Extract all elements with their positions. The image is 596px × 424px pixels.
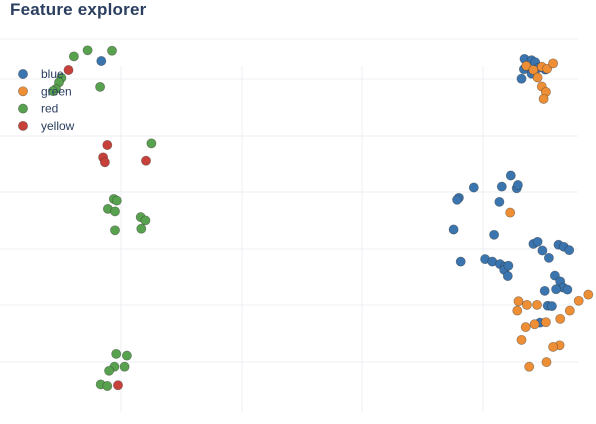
point-blue-39[interactable] xyxy=(562,284,573,295)
point-blue-42[interactable] xyxy=(546,301,557,312)
point-green-4[interactable] xyxy=(542,63,553,74)
point-blue-38[interactable] xyxy=(551,284,562,295)
legend-marker-yellow[interactable] xyxy=(18,120,28,131)
point-blue-12[interactable] xyxy=(496,181,507,192)
legend-label-yellow[interactable]: yellow xyxy=(41,119,75,133)
point-blue-1[interactable] xyxy=(96,56,107,66)
point-blue-10[interactable] xyxy=(505,170,516,181)
point-yellow-4[interactable] xyxy=(141,155,151,166)
point-blue-21[interactable] xyxy=(532,236,543,247)
point-yellow-5[interactable] xyxy=(99,157,110,168)
point-green-12[interactable] xyxy=(521,299,532,310)
point-blue-35[interactable] xyxy=(549,270,560,281)
point-red-2[interactable] xyxy=(107,45,117,56)
point-blue-17[interactable] xyxy=(494,196,505,207)
point-blue-26[interactable] xyxy=(543,252,554,263)
legend-marker-red[interactable] xyxy=(18,103,28,114)
point-red-9[interactable] xyxy=(146,138,157,149)
point-green-9[interactable] xyxy=(538,93,549,104)
point-red-1[interactable] xyxy=(82,45,93,56)
point-blue-40[interactable] xyxy=(539,285,550,296)
point-red-22[interactable] xyxy=(104,365,115,376)
point-green-20[interactable] xyxy=(529,319,540,330)
data-points xyxy=(48,45,594,391)
legend-label-blue[interactable]: blue xyxy=(41,67,64,81)
point-green-18[interactable] xyxy=(555,313,566,324)
point-green-15[interactable] xyxy=(583,289,594,300)
point-green-25[interactable] xyxy=(541,357,552,368)
point-blue-19[interactable] xyxy=(489,229,500,240)
point-blue-25[interactable] xyxy=(564,245,575,256)
grid-lines xyxy=(0,38,578,412)
point-red-24[interactable] xyxy=(102,381,113,391)
point-red-15[interactable] xyxy=(140,215,151,226)
legend-marker-green[interactable] xyxy=(18,86,28,97)
point-red-7[interactable] xyxy=(48,86,58,97)
point-green-11[interactable] xyxy=(513,296,524,307)
point-red-8[interactable] xyxy=(95,81,106,92)
point-red-17[interactable] xyxy=(136,223,147,234)
point-red-20[interactable] xyxy=(119,361,130,372)
point-blue-9[interactable] xyxy=(516,73,527,84)
point-green-16[interactable] xyxy=(564,305,575,316)
point-green-1[interactable] xyxy=(521,60,532,71)
point-red-3[interactable] xyxy=(68,51,79,62)
legend: blue green red yellow xyxy=(18,67,75,133)
point-green-5[interactable] xyxy=(532,72,543,83)
point-blue-11[interactable] xyxy=(468,182,479,193)
point-blue-14[interactable] xyxy=(512,180,523,190)
point-green-26[interactable] xyxy=(524,361,535,372)
point-blue-33[interactable] xyxy=(503,260,514,271)
point-red-16[interactable] xyxy=(110,225,120,236)
point-green-22[interactable] xyxy=(516,334,527,345)
legend-marker-blue[interactable] xyxy=(18,69,28,79)
point-green-19[interactable] xyxy=(540,317,551,328)
legend-label-green[interactable]: green xyxy=(41,84,72,98)
point-yellow-2[interactable] xyxy=(102,140,113,150)
point-yellow-6[interactable] xyxy=(113,380,123,391)
point-red-19[interactable] xyxy=(121,350,132,361)
point-blue-16[interactable] xyxy=(452,194,463,205)
point-green-17[interactable] xyxy=(512,305,523,316)
point-green-21[interactable] xyxy=(520,322,531,333)
point-red-11[interactable] xyxy=(111,195,122,206)
point-green-10[interactable] xyxy=(505,207,516,218)
point-red-13[interactable] xyxy=(110,206,120,217)
point-green-8[interactable] xyxy=(548,58,559,69)
point-blue-27[interactable] xyxy=(455,256,466,267)
point-green-13[interactable] xyxy=(532,299,542,310)
point-blue-34[interactable] xyxy=(502,271,513,281)
point-green-24[interactable] xyxy=(548,341,559,352)
point-blue-22[interactable] xyxy=(537,245,548,256)
point-green-14[interactable] xyxy=(573,295,584,306)
point-green-2[interactable] xyxy=(528,65,539,75)
point-blue-18[interactable] xyxy=(448,224,459,235)
point-red-18[interactable] xyxy=(111,348,122,359)
chart-title: Feature explorer xyxy=(10,0,147,19)
point-yellow-1[interactable] xyxy=(63,65,74,75)
legend-label-red[interactable]: red xyxy=(41,102,58,116)
